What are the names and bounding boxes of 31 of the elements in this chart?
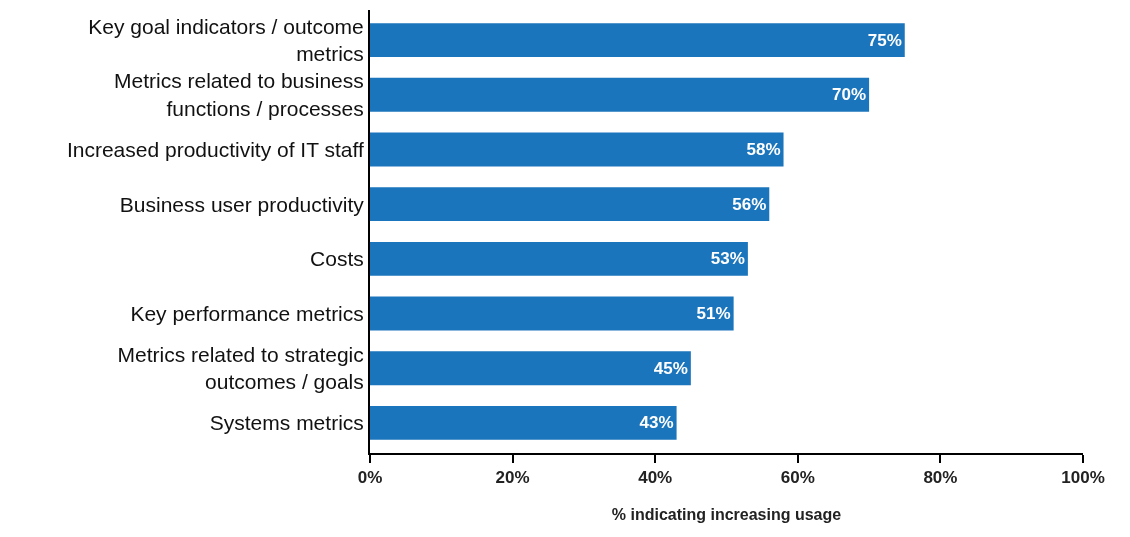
bar (370, 351, 691, 386)
data-label: 53% (710, 249, 745, 269)
data-label: 51% (696, 304, 731, 324)
data-label: 45% (653, 358, 688, 378)
y-tick-label: Metrics related to business functions / processes (114, 69, 364, 120)
x-tick-label: 0% (357, 468, 383, 488)
x-tick-label: 100% (1061, 468, 1105, 488)
y-tick-label: Business user productivity (119, 192, 365, 216)
data-label: 75% (867, 30, 902, 50)
y-tick-label: Metrics related to strategic outcomes / goals (117, 342, 364, 394)
x-tick-label: 20% (495, 468, 530, 488)
y-tick-label: Key performance metrics (130, 301, 364, 325)
data-label: 70% (832, 85, 867, 105)
y-tick-label: Increased productivity of IT staff (66, 137, 364, 161)
x-tick-label: 80% (923, 468, 958, 488)
bar (370, 187, 770, 222)
x-axis-title: % indicating increasing usage (611, 505, 842, 523)
y-tick-label: Key goal indicators / outcome metrics (88, 14, 364, 66)
bar (370, 77, 870, 112)
data-label: 43% (639, 413, 674, 433)
x-tick-label: 40% (638, 468, 673, 488)
bar (370, 23, 905, 58)
bar (370, 132, 784, 167)
y-tick-label: Systems metrics (209, 411, 364, 435)
bar (370, 241, 748, 276)
bar (370, 405, 677, 440)
bar (370, 296, 734, 331)
x-tick-label: 60% (780, 468, 815, 488)
data-label: 56% (732, 194, 767, 214)
data-label: 58% (746, 139, 781, 159)
y-tick-label: Costs (310, 247, 364, 271)
